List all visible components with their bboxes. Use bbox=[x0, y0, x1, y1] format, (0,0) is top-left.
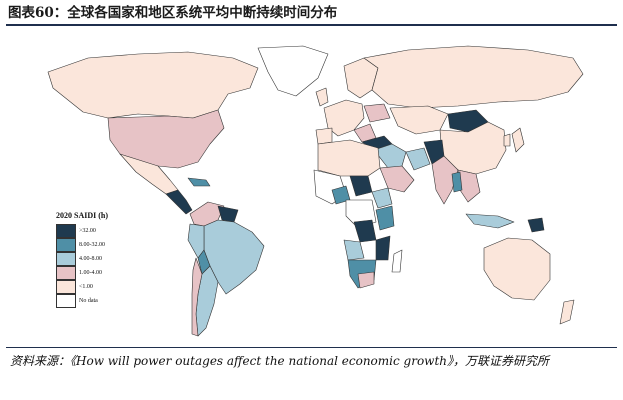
legend-swatch-lt1 bbox=[56, 280, 76, 294]
region-east-africa bbox=[375, 205, 395, 231]
region-papua-new-guinea bbox=[527, 217, 545, 233]
source-divider bbox=[6, 347, 617, 348]
legend-item: 4.00-8.00 bbox=[56, 252, 156, 266]
legend-swatch-4-8 bbox=[56, 252, 76, 266]
legend-item: 1.00-4.00 bbox=[56, 266, 156, 280]
legend-title: 2020 SAIDI (h) bbox=[56, 211, 109, 220]
region-indonesia bbox=[465, 213, 515, 229]
region-australia bbox=[483, 237, 551, 301]
world-map bbox=[28, 44, 593, 344]
legend-item: <1.00 bbox=[56, 280, 156, 294]
region-chile bbox=[191, 257, 203, 337]
legend-label: No data bbox=[79, 298, 98, 304]
legend-swatch-8-32 bbox=[56, 238, 76, 252]
region-greenland bbox=[257, 45, 329, 97]
region-madagascar bbox=[391, 249, 403, 273]
region-iberia bbox=[315, 127, 333, 145]
world-map-svg bbox=[47, 45, 584, 337]
title-divider bbox=[6, 24, 617, 26]
region-korea bbox=[503, 133, 511, 147]
legend-item: No data bbox=[56, 294, 156, 308]
map-legend: 2020 SAIDI (h) >32.00 8.00-32.00 4.00-8.… bbox=[56, 211, 156, 308]
figure-title: 图表60：全球各国家和地区系统平均中断持续时间分布 bbox=[8, 5, 338, 21]
region-iran bbox=[405, 147, 431, 171]
region-caribbean bbox=[187, 177, 211, 187]
legend-label: 8.00-32.00 bbox=[79, 242, 105, 248]
region-saudi-arabia bbox=[379, 165, 415, 193]
legend-label: 1.00-4.00 bbox=[79, 270, 102, 276]
legend-item: 8.00-32.00 bbox=[56, 238, 156, 252]
legend-label: <1.00 bbox=[79, 284, 93, 290]
region-japan bbox=[511, 127, 525, 153]
legend-swatch-no-data bbox=[56, 294, 76, 308]
legend-label: >32.00 bbox=[79, 228, 96, 234]
region-central-america bbox=[165, 189, 193, 215]
region-canada bbox=[47, 51, 259, 119]
region-myanmar bbox=[451, 171, 463, 193]
region-mozambique bbox=[375, 235, 391, 261]
region-south-africa bbox=[357, 271, 375, 289]
region-ethiopia bbox=[371, 187, 393, 209]
region-drc bbox=[353, 219, 377, 243]
legend-label: 4.00-8.00 bbox=[79, 256, 102, 262]
region-ukraine bbox=[363, 103, 391, 123]
region-north-africa bbox=[317, 139, 381, 177]
region-uk bbox=[315, 87, 329, 107]
region-russia bbox=[363, 45, 584, 109]
legend-swatch-gt32 bbox=[56, 224, 76, 238]
legend-swatch-1-4 bbox=[56, 266, 76, 280]
region-guianas bbox=[217, 205, 239, 223]
region-angola bbox=[343, 239, 365, 261]
region-chad-sudan bbox=[349, 175, 373, 197]
region-middle-east bbox=[373, 143, 407, 169]
region-india bbox=[431, 155, 459, 205]
region-kazakhstan bbox=[389, 105, 449, 135]
region-new-zealand bbox=[559, 299, 575, 325]
legend-item: >32.00 bbox=[56, 224, 156, 238]
source-note: 资料来源：《How will power outages affect the … bbox=[10, 354, 549, 368]
